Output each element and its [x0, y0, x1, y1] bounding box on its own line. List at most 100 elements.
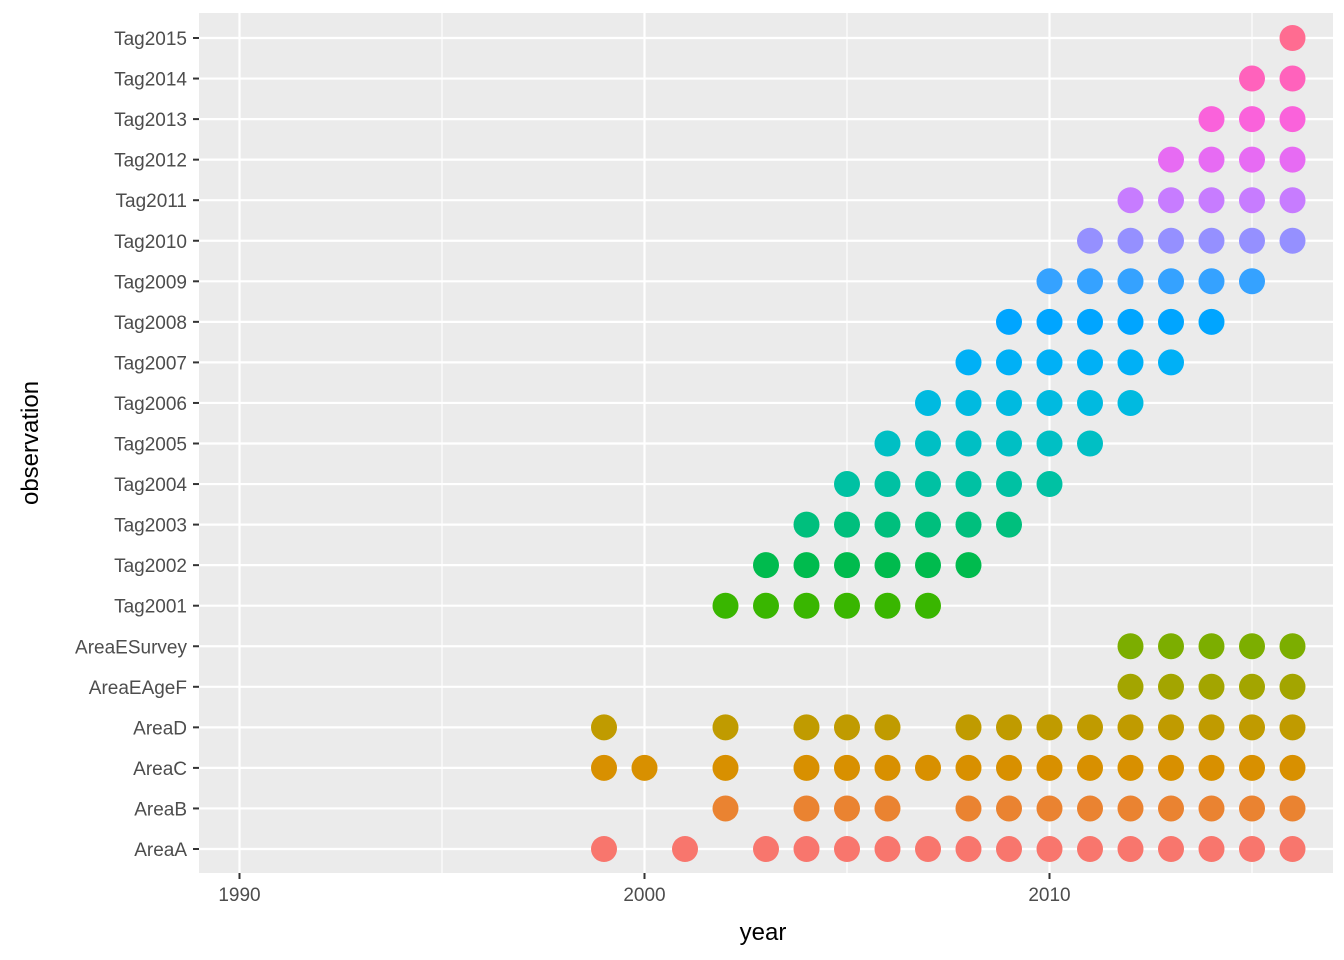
data-point — [996, 389, 1022, 416]
data-point — [1077, 268, 1103, 295]
data-point — [874, 754, 901, 781]
data-point — [1279, 106, 1306, 133]
data-point — [874, 552, 901, 579]
y-tick-label: Tag2015 — [114, 29, 187, 50]
data-point — [793, 592, 820, 619]
y-tick-label: Tag2005 — [114, 435, 187, 456]
data-point — [793, 795, 820, 822]
y-tick-label: Tag2001 — [114, 597, 187, 618]
y-tick-label: Tag2011 — [116, 191, 188, 212]
data-point — [915, 389, 941, 416]
data-point — [1117, 268, 1144, 295]
data-point — [1239, 106, 1265, 133]
x-tick-label: 2010 — [1028, 885, 1070, 906]
data-point — [1117, 308, 1144, 335]
y-axis-title: observation — [17, 381, 44, 505]
data-point — [1239, 714, 1265, 741]
data-point — [1279, 836, 1306, 862]
data-point — [996, 349, 1022, 376]
data-point — [915, 511, 941, 538]
y-tick-label: Tag2009 — [114, 272, 187, 293]
data-point — [1279, 65, 1306, 92]
data-point — [1198, 795, 1225, 822]
data-point — [591, 754, 617, 781]
data-point — [793, 511, 820, 538]
y-axis-ticks: AreaA AreaB AreaC AreaD AreaEAgeF AreaESurvey… — [75, 29, 199, 861]
data-point — [834, 795, 860, 822]
data-point — [1239, 187, 1265, 214]
data-point — [955, 349, 982, 376]
data-point — [874, 471, 901, 498]
data-point — [1198, 227, 1225, 254]
data-point — [591, 714, 617, 741]
data-point — [1077, 430, 1103, 457]
y-tick-label: Tag2010 — [114, 232, 187, 253]
data-point — [753, 552, 779, 579]
data-point — [1279, 187, 1306, 214]
data-point — [1158, 349, 1184, 376]
data-point — [1077, 754, 1103, 781]
y-tick-label: Tag2004 — [114, 475, 187, 496]
data-point — [915, 836, 941, 862]
y-tick-label: AreaB — [134, 799, 187, 820]
data-point — [1158, 268, 1184, 295]
data-point — [834, 592, 860, 619]
data-point — [955, 552, 982, 579]
data-point — [1158, 673, 1184, 700]
data-point — [1117, 349, 1144, 376]
y-tick-label: AreaA — [134, 840, 187, 861]
y-tick-label: Tag2002 — [114, 556, 187, 577]
y-tick-label: Tag2013 — [114, 110, 187, 131]
data-point — [1036, 268, 1063, 295]
y-tick-label: AreaESurvey — [75, 637, 187, 658]
data-point — [1036, 471, 1063, 498]
data-point — [712, 592, 739, 619]
y-tick-label: Tag2012 — [114, 151, 187, 172]
data-point — [1279, 754, 1306, 781]
data-point — [1279, 795, 1306, 822]
data-point — [1036, 754, 1063, 781]
data-point — [793, 552, 820, 579]
data-point — [1198, 714, 1225, 741]
y-tick-label: Tag2014 — [114, 70, 187, 91]
data-point — [1239, 836, 1265, 862]
data-point — [874, 430, 901, 457]
data-point — [1279, 673, 1306, 700]
data-point — [834, 511, 860, 538]
x-tick-label: 2000 — [623, 885, 665, 906]
data-point — [1117, 187, 1144, 214]
data-point — [1036, 308, 1063, 335]
data-point — [1158, 308, 1184, 335]
data-point — [1077, 836, 1103, 862]
data-point — [915, 471, 941, 498]
data-point — [793, 836, 820, 862]
data-point — [1279, 25, 1306, 51]
data-point — [1036, 430, 1063, 457]
y-tick-label: Tag2007 — [114, 353, 187, 374]
y-tick-label: AreaEAgeF — [89, 678, 187, 699]
data-point — [874, 714, 901, 741]
data-point — [834, 471, 860, 498]
data-point — [1198, 106, 1225, 133]
x-tick-label: 1990 — [218, 885, 260, 906]
data-point — [955, 389, 982, 416]
data-point — [955, 430, 982, 457]
data-point — [672, 836, 698, 862]
data-point — [1279, 227, 1306, 254]
data-point — [753, 836, 779, 862]
data-point — [1239, 227, 1265, 254]
data-point — [996, 754, 1022, 781]
data-point — [1198, 308, 1225, 335]
data-point — [1198, 673, 1225, 700]
data-point — [1279, 714, 1306, 741]
data-point — [996, 795, 1022, 822]
y-tick-label: Tag2008 — [114, 313, 187, 334]
data-point — [1158, 714, 1184, 741]
data-point — [915, 430, 941, 457]
data-point — [1036, 836, 1063, 862]
data-point — [1117, 389, 1144, 416]
data-point — [915, 552, 941, 579]
data-point — [1158, 795, 1184, 822]
data-point — [1117, 795, 1144, 822]
data-point — [996, 471, 1022, 498]
